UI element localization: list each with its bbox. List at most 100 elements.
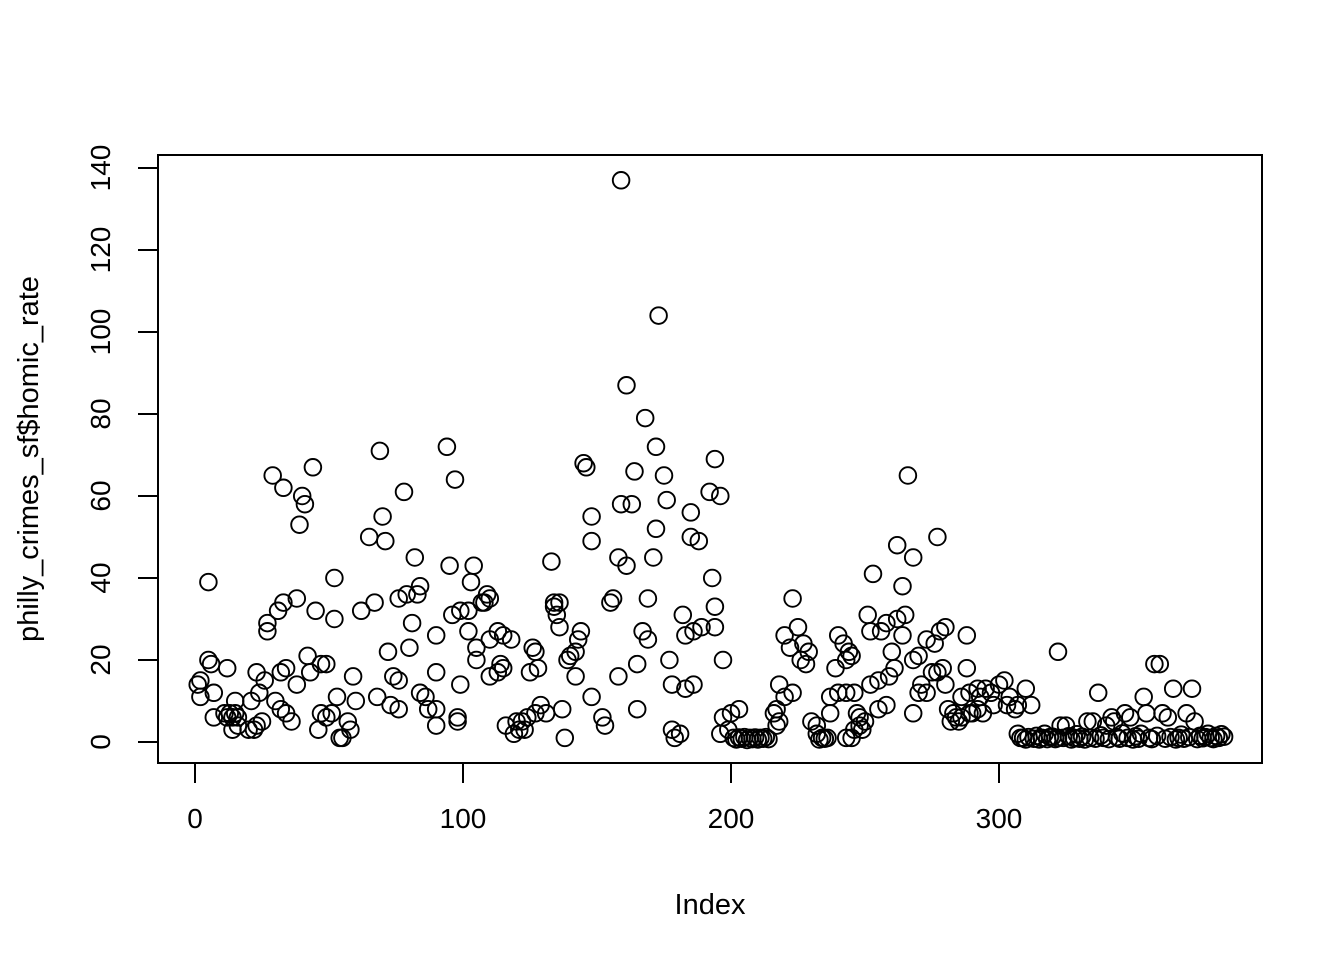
data-point	[1016, 679, 1036, 698]
data-point	[1212, 724, 1231, 744]
data-point	[887, 535, 907, 555]
data-point	[365, 593, 384, 612]
data-point	[451, 601, 470, 621]
data-point	[644, 548, 663, 567]
y-tick-label: 40	[85, 562, 116, 593]
data-point	[295, 494, 315, 514]
data-point	[555, 728, 575, 748]
data-point	[437, 437, 457, 457]
data-point	[1214, 727, 1234, 746]
data-point	[367, 687, 387, 707]
data-point	[515, 720, 534, 739]
data-point	[274, 593, 293, 612]
data-point	[523, 638, 542, 657]
data-point	[903, 548, 923, 567]
x-tick-label: 100	[440, 803, 487, 834]
data-point	[491, 654, 510, 674]
y-axis-label: philly_crimes_sf$homic_rate	[13, 276, 45, 642]
data-point	[199, 572, 218, 592]
data-point	[909, 646, 928, 666]
data-point	[258, 622, 277, 641]
data-point	[493, 658, 513, 678]
data-point	[665, 728, 684, 748]
data-point	[711, 486, 730, 506]
data-point	[930, 622, 950, 641]
data-point	[767, 716, 786, 735]
data-point	[544, 597, 564, 616]
data-point	[566, 667, 585, 686]
data-point	[769, 675, 789, 694]
data-point	[1145, 654, 1164, 674]
data-point	[836, 650, 856, 670]
data-point	[869, 671, 888, 690]
data-point	[309, 720, 328, 739]
data-point	[917, 683, 936, 703]
data-point	[317, 708, 336, 727]
data-point	[287, 675, 307, 694]
data-point	[617, 376, 636, 395]
data-point	[775, 626, 794, 645]
data-point	[480, 589, 500, 608]
data-point	[311, 704, 331, 723]
data-point	[885, 658, 904, 678]
data-point	[877, 613, 896, 633]
data-point	[603, 589, 623, 608]
data-point	[962, 704, 982, 723]
data-point	[552, 699, 572, 719]
data-point	[713, 650, 733, 670]
data-point	[898, 466, 918, 485]
data-point	[842, 646, 861, 666]
data-point	[601, 593, 620, 612]
data-point	[300, 663, 320, 682]
data-point	[271, 699, 291, 719]
data-point	[488, 622, 508, 641]
data-point	[488, 663, 508, 682]
data-point	[826, 658, 845, 678]
data-point	[459, 601, 478, 621]
data-point	[459, 622, 478, 641]
data-point	[984, 695, 1003, 715]
data-point	[936, 675, 955, 694]
data-point	[501, 630, 521, 649]
data-point	[627, 699, 647, 719]
data-point	[689, 531, 709, 551]
data-point	[228, 708, 248, 727]
data-point	[796, 654, 816, 674]
data-point	[1153, 704, 1172, 723]
data-point	[638, 589, 658, 608]
data-point	[1115, 704, 1135, 723]
data-point	[467, 638, 486, 657]
data-point	[405, 548, 425, 567]
data-point	[681, 503, 701, 522]
data-point	[863, 564, 883, 584]
data-point	[820, 704, 840, 723]
data-point	[373, 507, 392, 526]
data-point	[968, 679, 987, 698]
data-point	[477, 585, 497, 604]
data-point	[258, 613, 277, 633]
data-point	[400, 638, 419, 657]
data-point	[418, 699, 438, 719]
data-point	[317, 654, 336, 674]
data-point	[611, 494, 631, 514]
data-point	[1150, 654, 1170, 674]
data-point	[788, 617, 808, 637]
data-point	[461, 572, 481, 592]
data-point	[201, 654, 221, 674]
data-point	[303, 458, 323, 477]
data-point	[925, 634, 944, 653]
data-point	[753, 729, 773, 748]
data-point	[756, 727, 776, 747]
data-point	[346, 691, 366, 711]
data-point	[692, 617, 711, 637]
data-point	[1008, 695, 1028, 715]
data-point	[290, 515, 309, 534]
data-point	[700, 482, 719, 502]
data-point	[475, 593, 494, 612]
data-point	[783, 589, 802, 608]
data-point	[292, 486, 312, 506]
data-point	[445, 470, 465, 489]
data-point	[394, 482, 414, 502]
data-point	[247, 716, 266, 735]
